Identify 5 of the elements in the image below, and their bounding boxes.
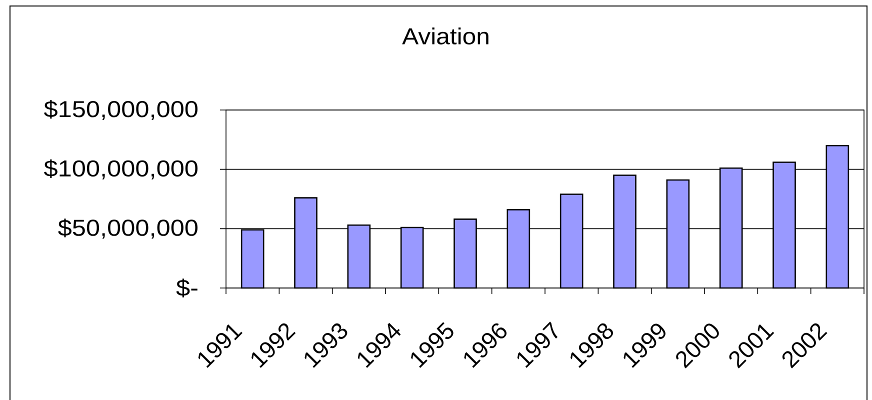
y-tick-label: $- [176, 278, 198, 298]
y-tick-label: $100,000,000 [44, 159, 198, 180]
chart-title: Aviation [402, 28, 488, 44]
y-tick-label: $150,000,000 [44, 100, 198, 120]
y-tick-label: $50,000,000 [58, 218, 198, 239]
